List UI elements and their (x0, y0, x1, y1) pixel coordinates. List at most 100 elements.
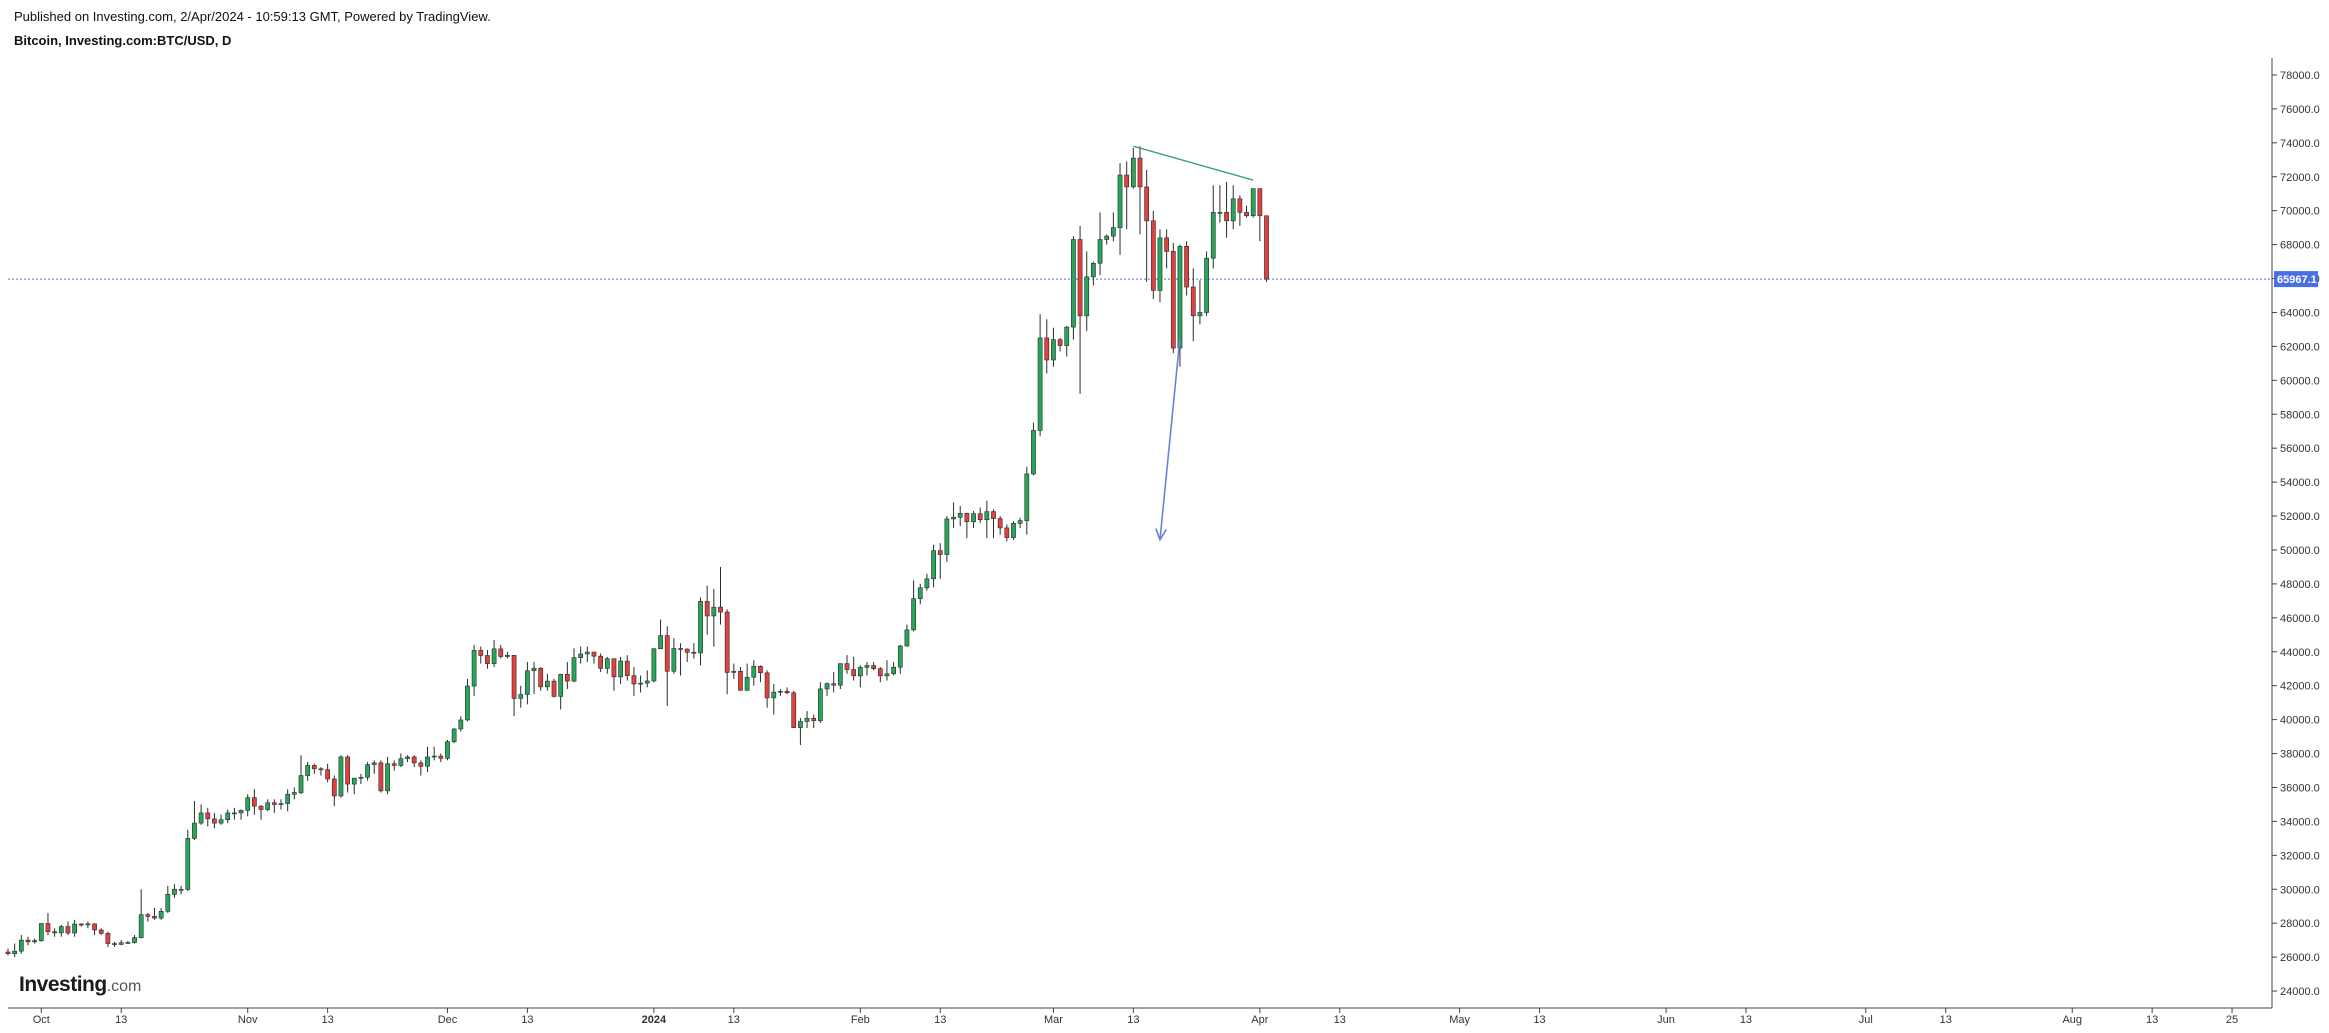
trend-line[interactable] (1133, 145, 1254, 181)
candle-down[interactable] (65, 926, 71, 934)
candle-up[interactable] (238, 810, 244, 814)
candle-up[interactable] (711, 606, 717, 617)
candle-up[interactable] (218, 819, 224, 824)
candle-down[interactable] (485, 655, 490, 664)
candle-down[interactable] (997, 518, 1003, 529)
candle-down[interactable] (1164, 237, 1169, 252)
candle-up[interactable] (305, 765, 311, 776)
candle-up[interactable] (531, 667, 537, 672)
candle-down[interactable] (52, 931, 57, 934)
candle-up[interactable] (85, 923, 91, 926)
candle-down[interactable] (1170, 251, 1176, 349)
candle-up[interactable] (558, 674, 564, 697)
candle-up[interactable] (371, 762, 377, 765)
candle-up[interactable] (1071, 239, 1076, 328)
candle-down[interactable] (811, 717, 817, 721)
candle-up[interactable] (405, 756, 410, 759)
candle-up[interactable] (12, 950, 18, 955)
candle-down[interactable] (1264, 215, 1269, 280)
candle-down[interactable] (1224, 212, 1229, 222)
candle-down[interactable] (252, 797, 257, 807)
candle-down[interactable] (511, 655, 517, 699)
candle-up[interactable] (1177, 246, 1183, 349)
candle-up[interactable] (58, 926, 64, 934)
candle-down[interactable] (1237, 198, 1243, 213)
candle-down[interactable] (791, 692, 797, 728)
candle-down[interactable] (1184, 246, 1189, 288)
candle-up[interactable] (1230, 198, 1236, 222)
candle-down[interactable] (937, 550, 943, 555)
candle-up[interactable] (924, 578, 930, 589)
candle-up[interactable] (398, 758, 404, 766)
candle-up[interactable] (984, 511, 990, 521)
candle-up[interactable] (465, 685, 470, 721)
candle-up[interactable] (1017, 520, 1023, 524)
candle-down[interactable] (538, 667, 544, 688)
candle-up[interactable] (911, 598, 916, 631)
candle-down[interactable] (331, 778, 337, 797)
candle-up[interactable] (638, 682, 643, 685)
candle-up[interactable] (904, 629, 910, 647)
candle-up[interactable] (1210, 212, 1216, 259)
candle-down[interactable] (624, 660, 630, 676)
candle-up[interactable] (1051, 339, 1056, 361)
candle-up[interactable] (864, 665, 870, 668)
candle-up[interactable] (445, 741, 450, 759)
candle-down[interactable] (564, 674, 570, 682)
candle-up[interactable] (751, 666, 757, 678)
candle-up[interactable] (824, 683, 830, 690)
candle-up[interactable] (1037, 337, 1043, 431)
candle-down[interactable] (498, 648, 504, 657)
candle-down[interactable] (831, 683, 837, 686)
candle-down[interactable] (105, 933, 111, 944)
candle-down[interactable] (691, 651, 697, 654)
candle-up[interactable] (771, 691, 777, 699)
candle-down[interactable] (611, 658, 617, 678)
candle-down[interactable] (784, 690, 790, 694)
candle-down[interactable] (78, 923, 84, 926)
candle-up[interactable] (618, 660, 623, 678)
candle-down[interactable] (1190, 286, 1196, 317)
candle-up[interactable] (971, 513, 976, 523)
candle-up[interactable] (651, 648, 657, 682)
candle-down[interactable] (877, 668, 883, 677)
candle-up[interactable] (525, 670, 530, 695)
candle-up[interactable] (118, 942, 124, 945)
down-arrow-line[interactable] (1159, 337, 1181, 540)
candle-down[interactable] (598, 655, 603, 669)
candle-up[interactable] (957, 513, 963, 518)
candle-down[interactable] (1137, 157, 1143, 188)
candle-up[interactable] (744, 676, 750, 691)
candle-up[interactable] (584, 651, 590, 655)
candle-down[interactable] (851, 669, 857, 677)
candle-up[interactable] (358, 776, 364, 779)
candle-down[interactable] (1124, 174, 1130, 188)
candle-down[interactable] (738, 670, 743, 691)
candle-down[interactable] (45, 923, 51, 932)
candle-up[interactable] (644, 680, 650, 684)
candle-up[interactable] (232, 812, 237, 815)
candle-down[interactable] (704, 601, 710, 617)
candle-down[interactable] (271, 802, 277, 805)
candle-down[interactable] (5, 951, 11, 955)
candle-up[interactable] (185, 838, 191, 890)
candle-down[interactable] (964, 513, 970, 523)
candle-up[interactable] (798, 721, 803, 728)
candle-down[interactable] (345, 756, 350, 785)
candle-up[interactable] (32, 940, 37, 943)
candle-up[interactable] (658, 635, 663, 649)
candle-up[interactable] (1064, 326, 1070, 346)
candle-up[interactable] (884, 673, 890, 677)
candle-up[interactable] (1031, 430, 1036, 475)
candle-up[interactable] (192, 822, 197, 839)
candle-up[interactable] (1104, 235, 1110, 240)
candle-down[interactable] (152, 916, 157, 919)
candle-up[interactable] (1011, 523, 1016, 538)
candle-up[interactable] (818, 688, 823, 721)
candle-down[interactable] (678, 648, 683, 650)
candle-up[interactable] (132, 937, 137, 943)
candle-up[interactable] (285, 793, 291, 804)
candle-down[interactable] (991, 511, 996, 519)
candle-up[interactable] (545, 680, 550, 688)
candle-up[interactable] (245, 797, 251, 811)
